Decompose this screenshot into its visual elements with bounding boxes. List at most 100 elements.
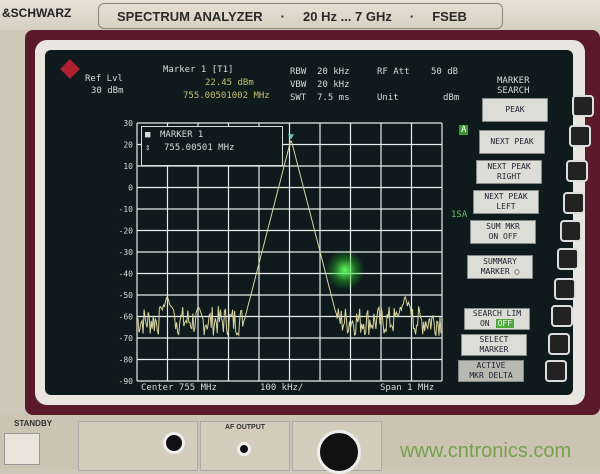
speaker-panel — [78, 421, 198, 471]
softkey-9[interactable]: ACTIVE MKR DELTA — [458, 360, 524, 382]
softkey-label: SEARCH LIM — [472, 309, 522, 318]
hardkey-1[interactable] — [572, 95, 594, 117]
spectrum-trace — [136, 140, 443, 337]
swt-value: 7.5 ms — [317, 93, 350, 103]
plate-sep: · — [409, 8, 415, 24]
reflection-glare — [325, 250, 365, 290]
rf-att-label: RF Att — [377, 67, 410, 77]
phones-jack — [163, 432, 185, 454]
y-tick-label: -30 — [119, 248, 134, 257]
swt-label: SWT — [290, 93, 307, 103]
softkey-menu-title: MARKER SEARCH — [497, 76, 530, 96]
marker-stepper-icon[interactable]: ⇕ — [145, 143, 151, 153]
watermark: www.cntronics.com — [400, 440, 572, 462]
y-tick-label: 20 — [123, 141, 133, 150]
af-output-label: AF OUTPUT — [225, 424, 266, 431]
hardkey-6[interactable] — [557, 248, 579, 270]
y-tick-label: 0 — [128, 184, 133, 193]
rs-logo-icon — [60, 59, 80, 79]
plate-sep: · — [280, 8, 286, 24]
plate-text: 20 Hz ... 7 GHz — [303, 8, 392, 24]
af-output-panel: AF OUTPUT — [200, 421, 290, 471]
span-value: Span 1 MHz — [380, 383, 435, 393]
trace-a-label: A — [459, 125, 469, 135]
marker-title: Marker 1 [T1] — [163, 65, 234, 75]
hardkey-5[interactable] — [560, 220, 582, 242]
softkey-3[interactable]: NEXT PEAK RIGHT — [476, 160, 542, 184]
ref-lvl-value: 30 dBm — [91, 86, 124, 96]
instrument-top-bezel: &SCHWARZ SPECTRUM ANALYZER · 20 Hz ... 7… — [0, 0, 600, 30]
hardkey-10[interactable] — [545, 360, 567, 382]
freq-per-div: 100 kHz/ — [260, 383, 304, 393]
hardkey-8[interactable] — [551, 305, 573, 327]
unit-value: dBm — [443, 93, 460, 103]
trace-1sa-label: 1SA — [451, 210, 468, 220]
y-tick-label: -50 — [119, 291, 134, 300]
y-tick-label: 30 — [123, 119, 133, 128]
analyzer-screen: Ref Lvl 30 dBm Marker 1 [T1] 22.45 dBm 7… — [45, 50, 573, 395]
brand-label: &SCHWARZ — [2, 6, 72, 20]
hardkey-7[interactable] — [554, 278, 576, 300]
softkey-sublabel: MARKER — [462, 345, 526, 355]
y-tick-label: -80 — [119, 356, 134, 365]
softkey-label: NEXT PEAK — [490, 137, 534, 146]
y-tick-label: -20 — [119, 227, 134, 236]
softkey-sublabel-text: MKR DELTA — [469, 371, 513, 380]
ref-lvl-label: Ref Lvl — [85, 74, 123, 84]
front-panel: STANDBY AF OUTPUT — [0, 415, 600, 474]
softkey-sublabel: LEFT — [474, 202, 538, 212]
af-output-jack — [237, 442, 251, 456]
vbw-label: VBW — [290, 80, 307, 90]
softkey-label: SELECT — [479, 335, 509, 344]
softkey-label: SUMMARY — [483, 257, 517, 266]
standby-button[interactable] — [4, 433, 40, 465]
softkey-5[interactable]: SUM MKR ON OFF — [470, 220, 536, 244]
hardkey-9[interactable] — [548, 333, 570, 355]
hardkey-4[interactable] — [563, 192, 585, 214]
softkey-7[interactable]: SEARCH LIM ON OFF — [464, 308, 530, 330]
softkey-label: SUM MKR — [486, 222, 520, 231]
y-tick-label: -90 — [119, 377, 134, 386]
softkey-sublabel-text: LEFT — [496, 202, 516, 211]
softkey-sublabel-text: MARKER ○ — [480, 267, 520, 276]
standby-label: STANDBY — [14, 419, 53, 428]
plate-text: FSEB — [432, 8, 467, 24]
hardkey-3[interactable] — [566, 160, 588, 182]
marker-box-freq: 755.00501 MHz — [164, 143, 235, 153]
softkey-sublabel-text: ON OFF — [488, 232, 518, 241]
hardkey-2[interactable] — [569, 125, 591, 147]
knob-panel — [292, 421, 382, 474]
softkey-label: ACTIVE — [476, 361, 506, 370]
marker-square-icon: ■ — [145, 130, 151, 140]
rbw-value: 20 kHz — [317, 67, 350, 77]
marker-1-indicator — [288, 134, 295, 140]
y-tick-label: 10 — [123, 162, 133, 171]
softkey-sublabel-text: ON — [479, 319, 490, 328]
softkey-label: NEXT PEAK — [484, 192, 528, 201]
softkey-sublabel: ON OFF — [465, 319, 529, 329]
marker-box-title: MARKER 1 — [160, 130, 204, 140]
plate-text: SPECTRUM ANALYZER — [117, 8, 263, 24]
softkey-2[interactable]: NEXT PEAK — [479, 130, 545, 154]
softkey-sublabel: MARKER ○ — [468, 267, 532, 277]
menu-title-2: SEARCH — [497, 86, 530, 96]
unit-label: Unit — [377, 93, 399, 103]
softkey-4[interactable]: NEXT PEAK LEFT — [473, 190, 539, 214]
softkey-1[interactable]: PEAK — [482, 98, 548, 122]
rbw-label: RBW — [290, 67, 307, 77]
center-freq: Center 755 MHz — [141, 383, 217, 393]
marker-freq: 755.00501002 MHz — [183, 91, 270, 101]
softkey-sublabel-text: MARKER — [479, 345, 509, 354]
softkey-sublabel-text: RIGHT — [496, 172, 522, 181]
softkey-sublabel: ON OFF — [471, 232, 535, 242]
softkey-sublabel: MKR DELTA — [459, 371, 523, 381]
rf-att-value: 50 dB — [431, 67, 459, 77]
softkey-6[interactable]: SUMMARY MARKER ○ — [467, 255, 533, 279]
y-tick-label: -40 — [119, 270, 134, 279]
rotary-knob[interactable] — [317, 430, 361, 474]
vbw-value: 20 kHz — [317, 80, 350, 90]
active-option: OFF — [495, 319, 515, 328]
y-tick-label: -10 — [119, 205, 134, 214]
marker-info-box: ■ ⇕ MARKER 1 755.00501 MHz — [141, 126, 283, 166]
softkey-8[interactable]: SELECT MARKER — [461, 334, 527, 356]
